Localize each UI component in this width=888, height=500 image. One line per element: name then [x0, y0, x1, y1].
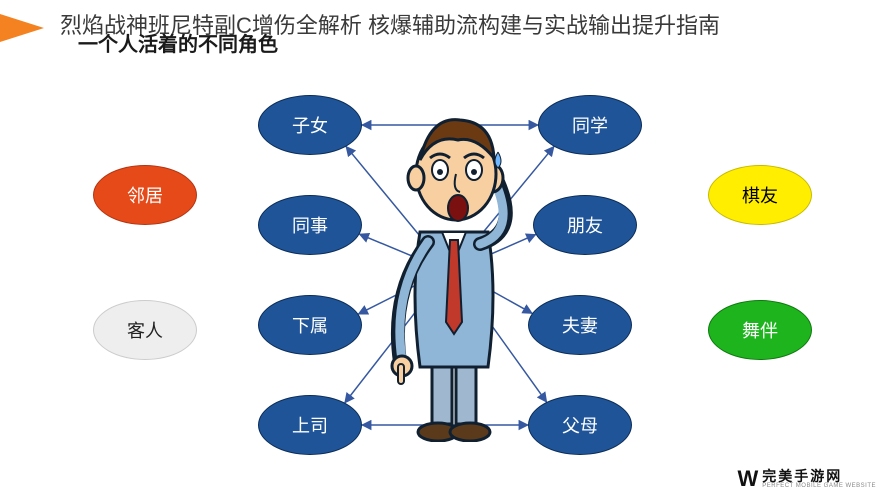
role-node-label: 客人 [127, 317, 163, 343]
role-node-label: 子女 [292, 112, 328, 138]
role-node-label: 上司 [292, 412, 328, 438]
role-node-tongShi: 同事 [258, 195, 362, 255]
role-node-label: 棋友 [742, 182, 778, 208]
role-node-ziNv: 子女 [258, 95, 362, 155]
role-node-label: 邻居 [127, 182, 163, 208]
role-node-label: 舞伴 [742, 317, 778, 343]
role-node-wuBan: 舞伴 [708, 300, 812, 360]
role-node-linJu: 邻居 [93, 165, 197, 225]
role-node-label: 父母 [562, 412, 598, 438]
role-node-label: 同学 [572, 112, 608, 138]
slide-bullet-outline [0, 14, 44, 42]
role-node-shangSi: 上司 [258, 395, 362, 455]
page-subtitle: 一个人活着的不同角色 [78, 28, 278, 57]
cartoon-worried-man [380, 112, 525, 442]
role-node-qiYou: 棋友 [708, 165, 812, 225]
logo-mark: W [737, 466, 756, 492]
role-node-label: 朋友 [567, 212, 603, 238]
role-node-label: 下属 [292, 312, 328, 338]
role-node-label: 同事 [292, 212, 328, 238]
role-node-fuQi: 夫妻 [528, 295, 632, 355]
role-node-fuMu: 父母 [528, 395, 632, 455]
role-node-keRen: 客人 [93, 300, 197, 360]
role-node-label: 夫妻 [562, 312, 598, 338]
site-logo: W 完美手游网 PERFECT MOBILE GAME WEBSITE [737, 466, 876, 492]
role-node-pengYou: 朋友 [533, 195, 637, 255]
logo-text-en: PERFECT MOBILE GAME WEBSITE [762, 483, 876, 489]
logo-text-cn: 完美手游网 [762, 469, 876, 483]
role-node-tongXue: 同学 [538, 95, 642, 155]
role-node-xiaShu: 下属 [258, 295, 362, 355]
